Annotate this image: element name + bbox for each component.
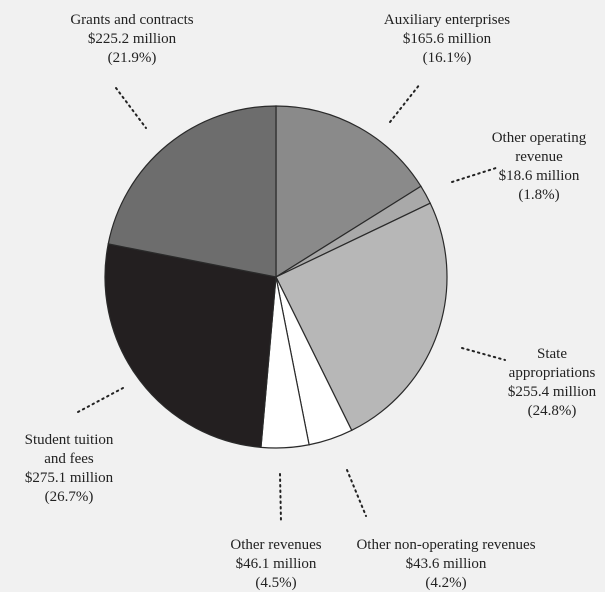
slice-label-line: (4.5%) bbox=[255, 575, 296, 591]
slice-label-6: Grants and contracts $225.2 million (21.9%… bbox=[70, 12, 193, 66]
leader-line-0 bbox=[389, 83, 421, 123]
slice-label-line: Other non-operating revenues bbox=[356, 537, 535, 553]
slice-label-line: (16.1%) bbox=[423, 50, 472, 66]
slice-label-line: $43.6 million bbox=[406, 556, 487, 572]
slice-label-line: (4.2%) bbox=[425, 575, 466, 591]
slice-label-line: State bbox=[537, 346, 567, 362]
slice-label-line: Grants and contracts bbox=[70, 12, 193, 28]
leader-line-5 bbox=[77, 387, 124, 413]
slice-label-line: (24.8%) bbox=[528, 403, 577, 419]
slice-label-line: $165.6 million bbox=[403, 31, 492, 47]
slice-label-1: Other operating revenue $18.6 million (1.8%… bbox=[492, 130, 587, 203]
slice-label-0: Auxiliary enterprises $165.6 million (16.1… bbox=[384, 12, 510, 66]
slice-label-line: Other operating bbox=[492, 130, 587, 146]
slice-label-line: revenue bbox=[515, 149, 563, 165]
slice-label-line: $225.2 million bbox=[88, 31, 177, 47]
pie-slice-2 bbox=[275, 202, 448, 432]
slice-label-line: (1.8%) bbox=[518, 187, 559, 203]
leader-line-1 bbox=[451, 167, 497, 183]
slice-label-line: and fees bbox=[44, 451, 94, 467]
slice-label-4: Other revenues $46.1 million (4.5%) bbox=[230, 537, 321, 591]
slice-label-line: $46.1 million bbox=[236, 556, 317, 572]
slice-label-line: $255.4 million bbox=[508, 384, 597, 400]
slice-label-line: Auxiliary enterprises bbox=[384, 12, 510, 28]
slice-label-line: appropriations bbox=[509, 365, 596, 381]
slice-label-line: $18.6 million bbox=[499, 168, 580, 184]
slice-label-5: Student tuition and fees $275.1 million (26… bbox=[25, 432, 114, 505]
slice-label-3: Other non-operating revenues $43.6 millio… bbox=[356, 537, 535, 591]
leader-line-4 bbox=[279, 473, 282, 523]
slice-label-line: (26.7%) bbox=[45, 489, 94, 505]
leader-line-2 bbox=[461, 347, 506, 361]
pie-slice-6 bbox=[107, 105, 277, 278]
leader-line-6 bbox=[115, 87, 147, 129]
slice-label-line: Student tuition bbox=[25, 432, 114, 448]
slice-label-line: $275.1 million bbox=[25, 470, 114, 486]
slice-label-line: Other revenues bbox=[230, 537, 321, 553]
leader-line-3 bbox=[346, 469, 367, 517]
pie-slice-5 bbox=[104, 243, 277, 448]
pie-slice-0 bbox=[275, 105, 422, 279]
slice-label-line: (21.9%) bbox=[108, 50, 157, 66]
slice-label-2: State appropriations $255.4 million (24.8%) bbox=[508, 346, 597, 419]
